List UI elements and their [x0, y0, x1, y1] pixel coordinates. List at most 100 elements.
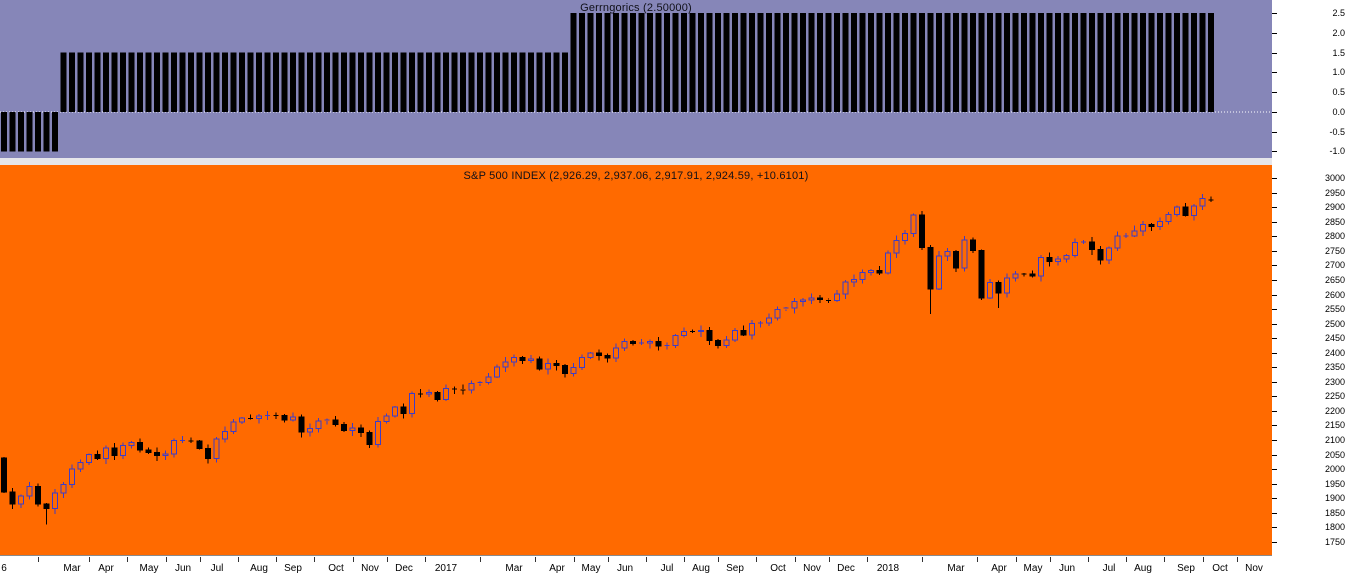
time-axis-tick — [387, 557, 388, 562]
time-axis-label: Oct — [1212, 563, 1228, 574]
time-axis-tick — [1203, 557, 1204, 562]
price-candles-canvas[interactable] — [0, 165, 1272, 555]
y-axis-label: 2700 — [1324, 260, 1345, 270]
y-axis-tick — [1272, 455, 1277, 456]
y-axis-label: 2750 — [1324, 246, 1345, 256]
time-axis-label: Oct — [328, 563, 344, 574]
y-axis-label: 2350 — [1324, 362, 1345, 372]
y-axis-label: 0.5 — [1332, 87, 1345, 97]
time-axis-label: Jul — [210, 563, 224, 574]
time-axis-label: Dec — [837, 563, 855, 574]
y-axis-tick — [1272, 112, 1277, 113]
y-axis-column[interactable]: 2.5 2.0 1.5 1.0 0.5 0.0 -0.5 -1.0 3000 2950 2900 28… — [1272, 0, 1352, 577]
y-axis-label: 2.5 — [1332, 8, 1345, 18]
time-axis-tick — [1237, 557, 1238, 562]
time-axis-tick — [829, 557, 830, 562]
time-axis-label: 6 — [1, 563, 7, 574]
y-axis-label: 2900 — [1324, 202, 1345, 212]
time-axis-tick — [684, 557, 685, 562]
y-axis-tick — [1272, 324, 1277, 325]
price-panel[interactable]: S&P 500 INDEX (2,926.29, 2,937.06, 2,917… — [0, 165, 1272, 555]
time-axis-tick — [166, 557, 167, 562]
time-axis-tick — [795, 557, 796, 562]
y-axis-tick — [1272, 542, 1277, 543]
y-axis-label: 2800 — [1324, 231, 1345, 241]
y-axis-tick — [1272, 396, 1277, 397]
y-axis-label: 2500 — [1324, 319, 1345, 329]
time-axis-label: Oct — [770, 563, 786, 574]
time-axis-tick — [89, 557, 90, 562]
y-axis-tick — [1272, 151, 1277, 152]
time-axis-label: Jun — [616, 563, 634, 574]
time-axis-tick — [756, 557, 757, 562]
y-axis-label: 1750 — [1324, 537, 1345, 547]
time-axis-label: Jun — [174, 563, 192, 574]
y-axis-label: 2400 — [1324, 348, 1345, 358]
time-axis-label: Aug — [250, 563, 268, 574]
time-axis-tick — [574, 557, 575, 562]
time-axis-tick — [1088, 557, 1089, 562]
time-axis-label: Dec — [395, 563, 413, 574]
time-axis[interactable]: 6 Mar Apr May Jun Jul Aug Sep Oct Nov Dec 2017 Mar Ap… — [0, 555, 1272, 577]
time-axis-tick — [425, 557, 426, 562]
time-axis-label: Sep — [726, 563, 744, 574]
time-axis-tick — [238, 557, 239, 562]
indicator-bars-canvas[interactable] — [0, 0, 1272, 158]
y-axis-tick — [1272, 295, 1277, 296]
y-axis-tick — [1272, 484, 1277, 485]
time-axis-tick — [127, 557, 128, 562]
y-axis-tick — [1272, 425, 1277, 426]
time-axis-tick — [1050, 557, 1051, 562]
panel-divider[interactable] — [0, 158, 1352, 165]
y-axis-label: 2300 — [1324, 377, 1345, 387]
y-axis-tick — [1272, 367, 1277, 368]
time-axis-label: Jul — [660, 563, 674, 574]
time-axis-label: Sep — [1177, 563, 1195, 574]
time-axis-tick — [608, 557, 609, 562]
time-axis-label: Apr — [549, 563, 565, 574]
y-axis-label: 1950 — [1324, 479, 1345, 489]
y-axis-tick — [1272, 411, 1277, 412]
time-axis-label: Mar — [63, 563, 81, 574]
y-axis-tick — [1272, 222, 1277, 223]
y-axis-label: 1.0 — [1332, 67, 1345, 77]
indicator-title: Gerrngorics (2.50000) — [580, 2, 692, 14]
y-axis-tick — [1272, 527, 1277, 528]
time-axis-tick — [977, 557, 978, 562]
y-axis-label: 2950 — [1324, 188, 1345, 198]
time-axis-tick — [353, 557, 354, 562]
time-axis-label: Aug — [692, 563, 710, 574]
y-axis-tick — [1272, 72, 1277, 73]
y-axis-tick — [1272, 207, 1277, 208]
time-axis-tick — [1164, 557, 1165, 562]
time-axis-tick — [314, 557, 315, 562]
time-axis-label: May — [581, 563, 601, 574]
y-axis-tick — [1272, 33, 1277, 34]
time-axis-label: Nov — [1245, 563, 1263, 574]
y-axis-tick — [1272, 353, 1277, 354]
y-axis-label: 1850 — [1324, 508, 1345, 518]
y-axis-tick — [1272, 265, 1277, 266]
y-axis-label: 2200 — [1324, 406, 1345, 416]
time-axis-tick — [535, 557, 536, 562]
time-axis-label: Mar — [505, 563, 523, 574]
time-axis-tick — [480, 557, 481, 562]
y-axis-label: 2000 — [1324, 464, 1345, 474]
time-axis-tick — [646, 557, 647, 562]
y-axis-tick — [1272, 13, 1277, 14]
y-axis-tick — [1272, 132, 1277, 133]
indicator-panel[interactable]: Gerrngorics (2.50000) — [0, 0, 1272, 158]
time-axis-label: Apr — [98, 563, 114, 574]
y-axis-label: 2450 — [1324, 333, 1345, 343]
y-axis-tick — [1272, 469, 1277, 470]
y-axis-label: 2850 — [1324, 217, 1345, 227]
y-axis-label: 2050 — [1324, 450, 1345, 460]
y-axis-tick — [1272, 251, 1277, 252]
y-axis-label: 0.0 — [1332, 107, 1345, 117]
y-axis-label: -0.5 — [1329, 127, 1345, 137]
y-axis-label: -1.0 — [1329, 146, 1345, 156]
y-axis-tick — [1272, 440, 1277, 441]
y-axis-tick — [1272, 382, 1277, 383]
time-axis-tick — [1126, 557, 1127, 562]
